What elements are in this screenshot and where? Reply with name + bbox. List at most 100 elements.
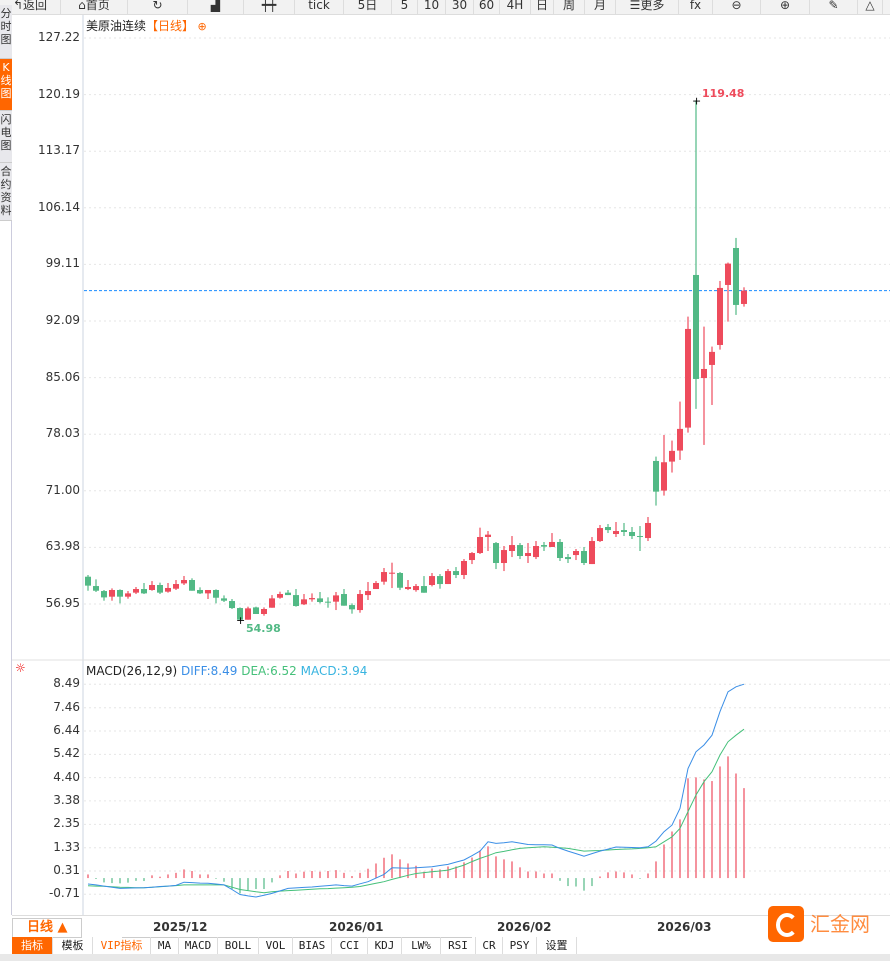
candle[interactable] xyxy=(453,567,459,579)
candle[interactable] xyxy=(605,524,611,534)
candle[interactable] xyxy=(653,456,659,506)
candle[interactable] xyxy=(557,539,563,561)
candle[interactable] xyxy=(309,593,315,602)
toolbar-button-5日[interactable]: 5日 xyxy=(344,0,392,15)
chart-canvas[interactable]: ++ xyxy=(0,0,890,915)
candle[interactable] xyxy=(205,589,211,600)
indicator-tab-6[interactable]: VOL xyxy=(259,937,293,954)
toolbar-button-zoom-in[interactable]: ⊕ xyxy=(761,0,810,15)
candle[interactable] xyxy=(421,576,427,593)
candle[interactable] xyxy=(741,287,747,307)
candle[interactable] xyxy=(725,262,731,322)
candle[interactable] xyxy=(485,531,491,552)
candle[interactable] xyxy=(101,589,107,601)
candle[interactable] xyxy=(565,553,571,564)
toolbar-button-zoom-out[interactable]: ⊖ xyxy=(713,0,761,15)
candle[interactable] xyxy=(429,572,435,587)
toolbar-button-candlestick[interactable]: ┿┿ xyxy=(244,0,295,15)
candle[interactable] xyxy=(445,569,451,585)
candle[interactable] xyxy=(93,579,99,593)
toolbar-button-60[interactable]: 60 xyxy=(474,0,500,15)
candle[interactable] xyxy=(629,527,635,540)
period-selector[interactable]: 日线 ▲ xyxy=(12,918,82,938)
candle[interactable] xyxy=(293,589,299,607)
candle[interactable] xyxy=(597,524,603,542)
candle[interactable] xyxy=(437,574,443,589)
candle[interactable] xyxy=(333,592,339,611)
candle[interactable] xyxy=(237,607,243,620)
candle[interactable] xyxy=(645,517,651,542)
candle[interactable] xyxy=(677,401,683,460)
candle[interactable] xyxy=(133,587,139,595)
indicator-tab-7[interactable]: BIAS xyxy=(293,937,332,954)
candle[interactable] xyxy=(733,237,739,315)
candle[interactable] xyxy=(165,582,171,593)
settings-circle-icon[interactable]: ⊕ xyxy=(194,20,207,33)
candle[interactable] xyxy=(701,326,707,445)
indicator-tab-12[interactable]: CR xyxy=(476,937,503,954)
candle[interactable] xyxy=(501,546,507,572)
candle[interactable] xyxy=(405,580,411,591)
left-tab-1[interactable]: K线图 xyxy=(0,59,12,111)
candle[interactable] xyxy=(549,533,555,547)
candle[interactable] xyxy=(341,589,347,606)
toolbar-button-10[interactable]: 10 xyxy=(418,0,446,15)
indicator-tab-5[interactable]: BOLL xyxy=(218,937,259,954)
candle[interactable] xyxy=(709,346,715,405)
toolbar-button-30[interactable]: 30 xyxy=(446,0,474,15)
toolbar-button-4H[interactable]: 4H xyxy=(500,0,531,15)
indicator-tab-0[interactable]: 指标 xyxy=(12,937,53,954)
candle[interactable] xyxy=(517,543,523,560)
candle[interactable] xyxy=(541,541,547,552)
indicator-settings-icon[interactable]: ☼ xyxy=(15,661,26,675)
candle[interactable] xyxy=(181,575,187,585)
candle[interactable] xyxy=(197,587,203,595)
indicator-tab-13[interactable]: PSY xyxy=(503,937,537,954)
candle[interactable] xyxy=(325,597,331,608)
left-tab-0[interactable]: 分时图 xyxy=(0,5,12,59)
candle[interactable] xyxy=(221,595,227,602)
toolbar-button-更多[interactable]: ☰更多 xyxy=(616,0,679,15)
candle[interactable] xyxy=(85,575,91,591)
candle[interactable] xyxy=(245,606,251,620)
candle[interactable] xyxy=(533,541,539,560)
candle[interactable] xyxy=(189,578,195,591)
toolbar-button-pencil[interactable]: ✎ xyxy=(810,0,858,15)
candle[interactable] xyxy=(141,582,147,595)
candle[interactable] xyxy=(637,526,643,552)
candle[interactable] xyxy=(413,584,419,592)
toolbar-button-tick[interactable]: tick xyxy=(295,0,344,15)
candle[interactable] xyxy=(365,582,371,600)
indicator-tab-4[interactable]: MACD xyxy=(179,937,218,954)
macd-name[interactable]: MACD(26,12,9) xyxy=(86,664,178,678)
candle[interactable] xyxy=(229,599,235,610)
toolbar-button-refresh[interactable]: ↻ xyxy=(128,0,188,15)
candle[interactable] xyxy=(373,581,379,590)
indicator-tab-2[interactable]: VIP指标 xyxy=(93,937,151,954)
indicator-tab-14[interactable]: 设置 xyxy=(537,937,577,954)
candle[interactable] xyxy=(173,580,179,590)
candle[interactable] xyxy=(573,548,579,561)
candle[interactable] xyxy=(157,582,163,595)
candle[interactable] xyxy=(357,589,363,613)
candle[interactable] xyxy=(149,581,155,591)
candle[interactable] xyxy=(253,606,259,614)
toolbar-button-周[interactable]: 周 xyxy=(554,0,585,15)
period-tag[interactable]: 【日线】 xyxy=(146,19,195,33)
candle[interactable] xyxy=(661,434,667,496)
candle[interactable] xyxy=(125,591,131,599)
candle[interactable] xyxy=(397,572,403,591)
candle[interactable] xyxy=(261,607,267,616)
candle[interactable] xyxy=(693,100,699,409)
toolbar-button-5[interactable]: 5 xyxy=(392,0,418,15)
candle[interactable] xyxy=(509,536,515,558)
candle[interactable] xyxy=(469,552,475,565)
candle[interactable] xyxy=(349,603,355,614)
toolbar-button-返回[interactable]: ↰返回 xyxy=(0,0,61,15)
candle[interactable] xyxy=(317,592,323,604)
candle[interactable] xyxy=(109,588,115,601)
candle[interactable] xyxy=(269,595,275,608)
candle[interactable] xyxy=(477,527,483,554)
toolbar-button-月[interactable]: 月 xyxy=(585,0,616,15)
candle[interactable] xyxy=(581,546,587,566)
